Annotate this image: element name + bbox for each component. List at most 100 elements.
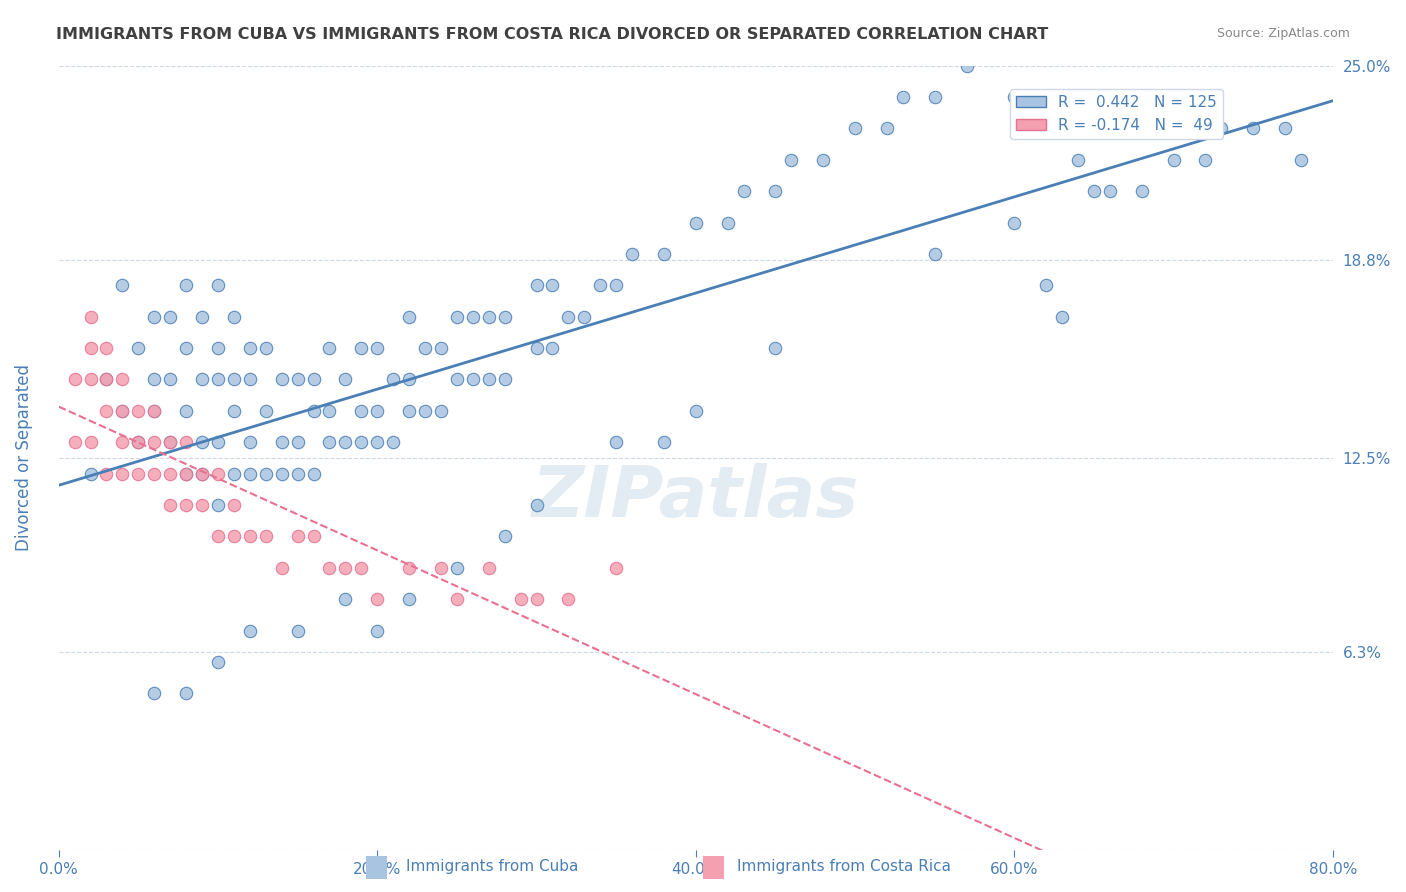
Point: [159, 372, 181, 386]
Point: [765, 184, 787, 198]
Point: [350, 341, 373, 355]
Point: [222, 310, 245, 324]
Point: [239, 372, 262, 386]
Point: [207, 529, 229, 543]
Point: [541, 278, 564, 293]
Point: [63, 372, 86, 386]
Point: [254, 467, 277, 481]
Point: [366, 624, 388, 638]
Point: [287, 529, 309, 543]
Point: [111, 404, 134, 418]
Point: [239, 341, 262, 355]
Point: [143, 310, 166, 324]
Point: [287, 624, 309, 638]
Point: [541, 341, 564, 355]
Point: [1002, 90, 1025, 104]
Point: [174, 404, 197, 418]
Point: [526, 341, 548, 355]
Point: [207, 498, 229, 512]
Point: [174, 467, 197, 481]
Point: [366, 435, 388, 450]
Point: [461, 310, 484, 324]
Point: [1130, 184, 1153, 198]
Point: [96, 372, 118, 386]
Point: [159, 498, 181, 512]
Point: [222, 404, 245, 418]
Point: [207, 372, 229, 386]
Point: [239, 435, 262, 450]
Point: [222, 529, 245, 543]
Point: [478, 560, 501, 574]
Point: [302, 372, 325, 386]
Point: [621, 247, 644, 261]
Point: [1083, 184, 1105, 198]
Point: [318, 404, 340, 418]
Point: [509, 592, 531, 607]
Point: [780, 153, 803, 167]
Point: [79, 467, 101, 481]
Point: [813, 153, 835, 167]
Point: [413, 404, 436, 418]
Point: [398, 404, 420, 418]
Point: [127, 341, 149, 355]
Point: [207, 278, 229, 293]
Point: [446, 592, 468, 607]
Point: [398, 372, 420, 386]
Point: [446, 560, 468, 574]
Point: [335, 560, 357, 574]
Point: [733, 184, 755, 198]
Point: [207, 435, 229, 450]
Point: [96, 467, 118, 481]
Point: [318, 560, 340, 574]
Point: [366, 592, 388, 607]
Point: [1035, 278, 1057, 293]
Point: [96, 341, 118, 355]
Point: [79, 435, 101, 450]
Point: [1241, 121, 1264, 136]
Point: [111, 467, 134, 481]
Point: [191, 467, 214, 481]
Point: [1050, 310, 1073, 324]
Point: [302, 404, 325, 418]
Point: [191, 467, 214, 481]
Point: [174, 686, 197, 700]
Text: Immigrants from Cuba: Immigrants from Cuba: [406, 859, 578, 874]
Point: [398, 310, 420, 324]
Point: [717, 215, 740, 229]
Point: [557, 592, 579, 607]
Point: [111, 435, 134, 450]
Point: [79, 372, 101, 386]
Point: [955, 59, 977, 73]
Text: IMMIGRANTS FROM CUBA VS IMMIGRANTS FROM COSTA RICA DIVORCED OR SEPARATED CORRELA: IMMIGRANTS FROM CUBA VS IMMIGRANTS FROM …: [56, 27, 1049, 42]
Point: [318, 341, 340, 355]
Point: [143, 435, 166, 450]
Point: [254, 529, 277, 543]
Point: [174, 498, 197, 512]
Point: [1274, 121, 1296, 136]
Point: [494, 529, 516, 543]
Point: [239, 624, 262, 638]
Point: [350, 560, 373, 574]
Point: [127, 435, 149, 450]
Point: [382, 372, 405, 386]
Point: [685, 404, 707, 418]
Point: [96, 404, 118, 418]
Text: ZIPatlas: ZIPatlas: [531, 463, 859, 532]
Point: [79, 310, 101, 324]
Point: [159, 310, 181, 324]
Point: [79, 341, 101, 355]
Point: [207, 467, 229, 481]
Point: [891, 90, 914, 104]
Point: [191, 435, 214, 450]
Point: [159, 467, 181, 481]
Point: [111, 372, 134, 386]
Point: [174, 278, 197, 293]
Point: [478, 310, 501, 324]
Point: [478, 372, 501, 386]
Point: [1194, 153, 1216, 167]
Point: [191, 372, 214, 386]
Point: [876, 121, 898, 136]
Point: [574, 310, 596, 324]
Point: [207, 341, 229, 355]
Point: [302, 529, 325, 543]
